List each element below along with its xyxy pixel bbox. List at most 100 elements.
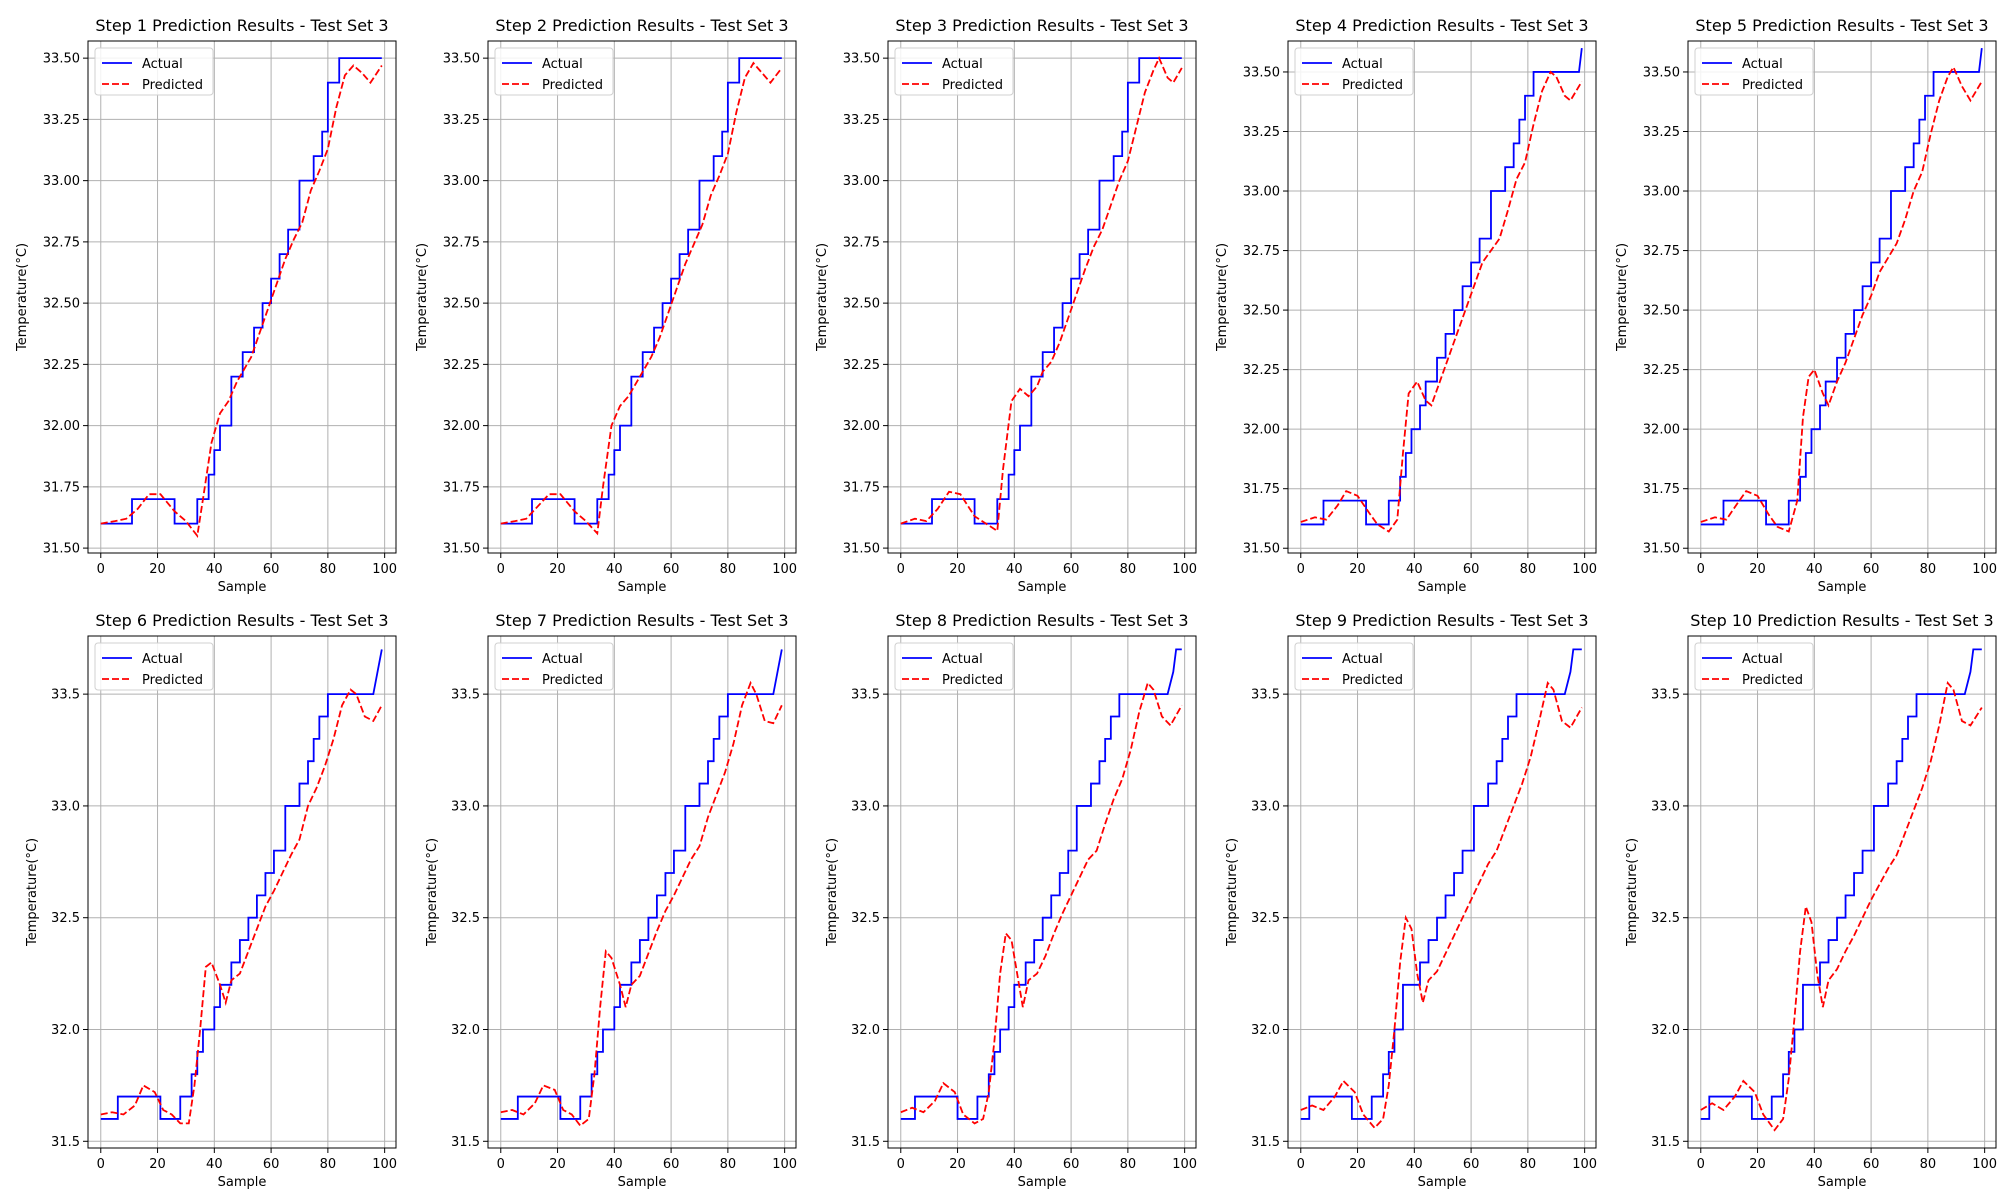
x-tick-label: 100 — [1972, 562, 1997, 577]
x-tick-label: 20 — [549, 562, 566, 577]
series-line-predicted — [500, 61, 783, 536]
plot-frame — [887, 635, 1197, 1149]
y-tick-label: 31.5 — [51, 1135, 80, 1150]
legend: Actual Predicted — [1294, 642, 1414, 691]
x-tick-label: 60 — [1463, 1157, 1480, 1172]
y-tick-label: 33.25 — [43, 113, 80, 128]
plot-frame — [1687, 635, 1997, 1149]
legend-label-actual: Actual — [1742, 652, 1783, 667]
x-tick-label: 100 — [1172, 562, 1197, 577]
y-tick-label: 32.75 — [1643, 244, 1680, 259]
y-tick-label: 32.50 — [43, 297, 80, 312]
legend-label-actual: Actual — [1342, 57, 1383, 72]
x-tick-label: 80 — [1920, 562, 1937, 577]
y-tick-label: 32.25 — [843, 358, 880, 373]
x-tick-label: 20 — [949, 562, 966, 577]
y-tick-label: 31.50 — [843, 542, 880, 557]
legend: Actual Predicted — [894, 642, 1014, 691]
x-axis-label: Sample — [1818, 1175, 1867, 1190]
y-tick-label: 32.0 — [51, 1023, 80, 1038]
plot-frame — [487, 40, 797, 554]
y-tick-label: 32.5 — [1251, 911, 1280, 926]
series-line-predicted — [900, 681, 1183, 1125]
y-tick-label: 33.25 — [1643, 125, 1680, 140]
subplot-1: Step 1 Prediction Results - Test Set 3 0 2… — [15, 16, 397, 595]
x-axis-label: Sample — [1018, 580, 1067, 595]
subplot-6: Step 6 Prediction Results - Test Set 3 0 2… — [25, 611, 397, 1190]
x-tick-label: 40 — [1006, 1157, 1023, 1172]
legend-label-actual: Actual — [1342, 652, 1383, 667]
x-tick-label: 0 — [1297, 1157, 1305, 1172]
subplot-9: Step 9 Prediction Results - Test Set 3 0 2… — [1225, 611, 1597, 1190]
y-axis-label: Temperature(°C) — [1615, 243, 1630, 352]
y-tick-label: 33.50 — [843, 52, 880, 67]
legend: Actual Predicted — [494, 642, 614, 691]
plot-frame — [1287, 40, 1597, 554]
y-tick-label: 32.50 — [1243, 304, 1280, 319]
x-tick-label: 80 — [320, 1157, 337, 1172]
y-tick-label: 32.25 — [1243, 363, 1280, 378]
plot-frame — [87, 635, 397, 1149]
subplot-2: Step 2 Prediction Results - Test Set 3 0 2… — [415, 16, 797, 595]
subplot-title: Step 8 Prediction Results - Test Set 3 — [895, 611, 1188, 630]
x-tick-label: 80 — [320, 562, 337, 577]
series-line-actual — [100, 649, 383, 1120]
x-tick-label: 40 — [606, 1157, 623, 1172]
subplot-title: Step 4 Prediction Results - Test Set 3 — [1295, 16, 1588, 35]
legend-label-predicted: Predicted — [542, 673, 603, 688]
y-axis-label: Temperature(°C) — [1225, 838, 1240, 947]
plot-frame — [887, 40, 1197, 554]
y-tick-label: 32.25 — [1643, 363, 1680, 378]
y-tick-label: 32.00 — [443, 419, 480, 434]
x-tick-label: 80 — [1520, 1157, 1537, 1172]
y-axis-label: Temperature(°C) — [1625, 838, 1640, 947]
y-tick-label: 32.75 — [43, 235, 80, 250]
y-tick-label: 32.0 — [1251, 1023, 1280, 1038]
y-tick-label: 31.5 — [1651, 1135, 1680, 1150]
series-line-actual — [100, 57, 382, 525]
y-tick-label: 33.0 — [51, 799, 80, 814]
series-line-actual — [500, 57, 782, 525]
y-tick-label: 33.00 — [843, 174, 880, 189]
subplot-7: Step 7 Prediction Results - Test Set 3 0 2… — [425, 611, 797, 1190]
y-tick-label: 32.00 — [1243, 423, 1280, 438]
x-tick-label: 100 — [1572, 562, 1597, 577]
legend-label-predicted: Predicted — [142, 673, 203, 688]
y-tick-label: 31.50 — [443, 542, 480, 557]
x-tick-label: 0 — [97, 1157, 105, 1172]
y-tick-label: 32.0 — [1651, 1023, 1680, 1038]
y-tick-label: 31.75 — [1243, 482, 1280, 497]
series-line-predicted — [100, 688, 383, 1125]
x-tick-label: 60 — [663, 1157, 680, 1172]
legend: Actual Predicted — [894, 47, 1014, 96]
legend: Actual Predicted — [1694, 642, 1814, 691]
legend-label-predicted: Predicted — [1742, 673, 1803, 688]
subplot-title: Step 1 Prediction Results - Test Set 3 — [95, 16, 388, 35]
plot-frame — [1687, 40, 1997, 554]
x-tick-label: 80 — [720, 1157, 737, 1172]
x-tick-label: 40 — [206, 1157, 223, 1172]
legend: Actual Predicted — [94, 642, 214, 691]
y-tick-label: 32.5 — [851, 911, 880, 926]
y-axis-label: Temperature(°C) — [815, 243, 830, 352]
y-tick-label: 33.00 — [443, 174, 480, 189]
x-tick-label: 20 — [549, 1157, 566, 1172]
y-tick-label: 33.5 — [851, 688, 880, 703]
plot-frame — [487, 635, 797, 1149]
x-axis-label: Sample — [1418, 1175, 1467, 1190]
x-tick-label: 20 — [1349, 1157, 1366, 1172]
legend-label-actual: Actual — [942, 652, 983, 667]
x-tick-label: 80 — [720, 562, 737, 577]
y-tick-label: 31.5 — [1251, 1135, 1280, 1150]
y-tick-label: 33.00 — [43, 174, 80, 189]
x-tick-label: 60 — [1063, 1157, 1080, 1172]
x-tick-label: 40 — [1406, 1157, 1423, 1172]
legend-label-actual: Actual — [142, 652, 183, 667]
x-tick-label: 20 — [1749, 562, 1766, 577]
y-tick-label: 32.00 — [1643, 423, 1680, 438]
x-tick-label: 0 — [1697, 562, 1705, 577]
x-tick-label: 40 — [1806, 562, 1823, 577]
y-tick-label: 32.25 — [443, 358, 480, 373]
x-tick-label: 40 — [206, 562, 223, 577]
y-tick-label: 33.50 — [443, 52, 480, 67]
